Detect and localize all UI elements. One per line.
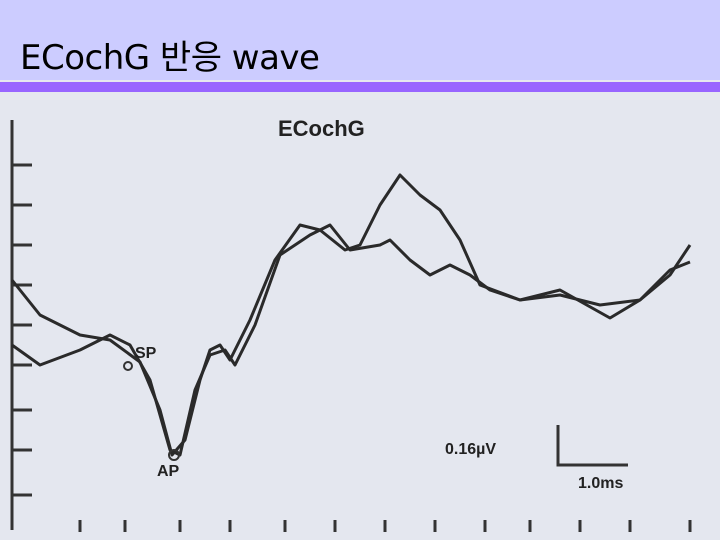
sp-marker [123, 361, 133, 371]
sp-label: SP [135, 345, 157, 362]
bottom-ticks [78, 520, 692, 532]
slide-title: ECochG 반응 wave [20, 38, 320, 78]
traces [10, 173, 692, 457]
ap-marker [168, 449, 180, 461]
amplitude-scale-label: 0.16µV [445, 441, 496, 458]
left-ticks [12, 163, 32, 497]
figure-title: ECochG [278, 116, 365, 141]
trace-2 [11, 223, 691, 457]
waveform-figure: ECochG SP AP 0.16µV 1.0ms [0, 100, 720, 540]
time-scale-label: 1.0ms [578, 475, 623, 492]
figure-background [0, 100, 720, 540]
ap-label: AP [157, 463, 180, 480]
header: ECochG 반응 wave [0, 0, 720, 80]
header-rule [0, 82, 720, 92]
axes [10, 120, 692, 532]
scale-bar [556, 425, 628, 467]
